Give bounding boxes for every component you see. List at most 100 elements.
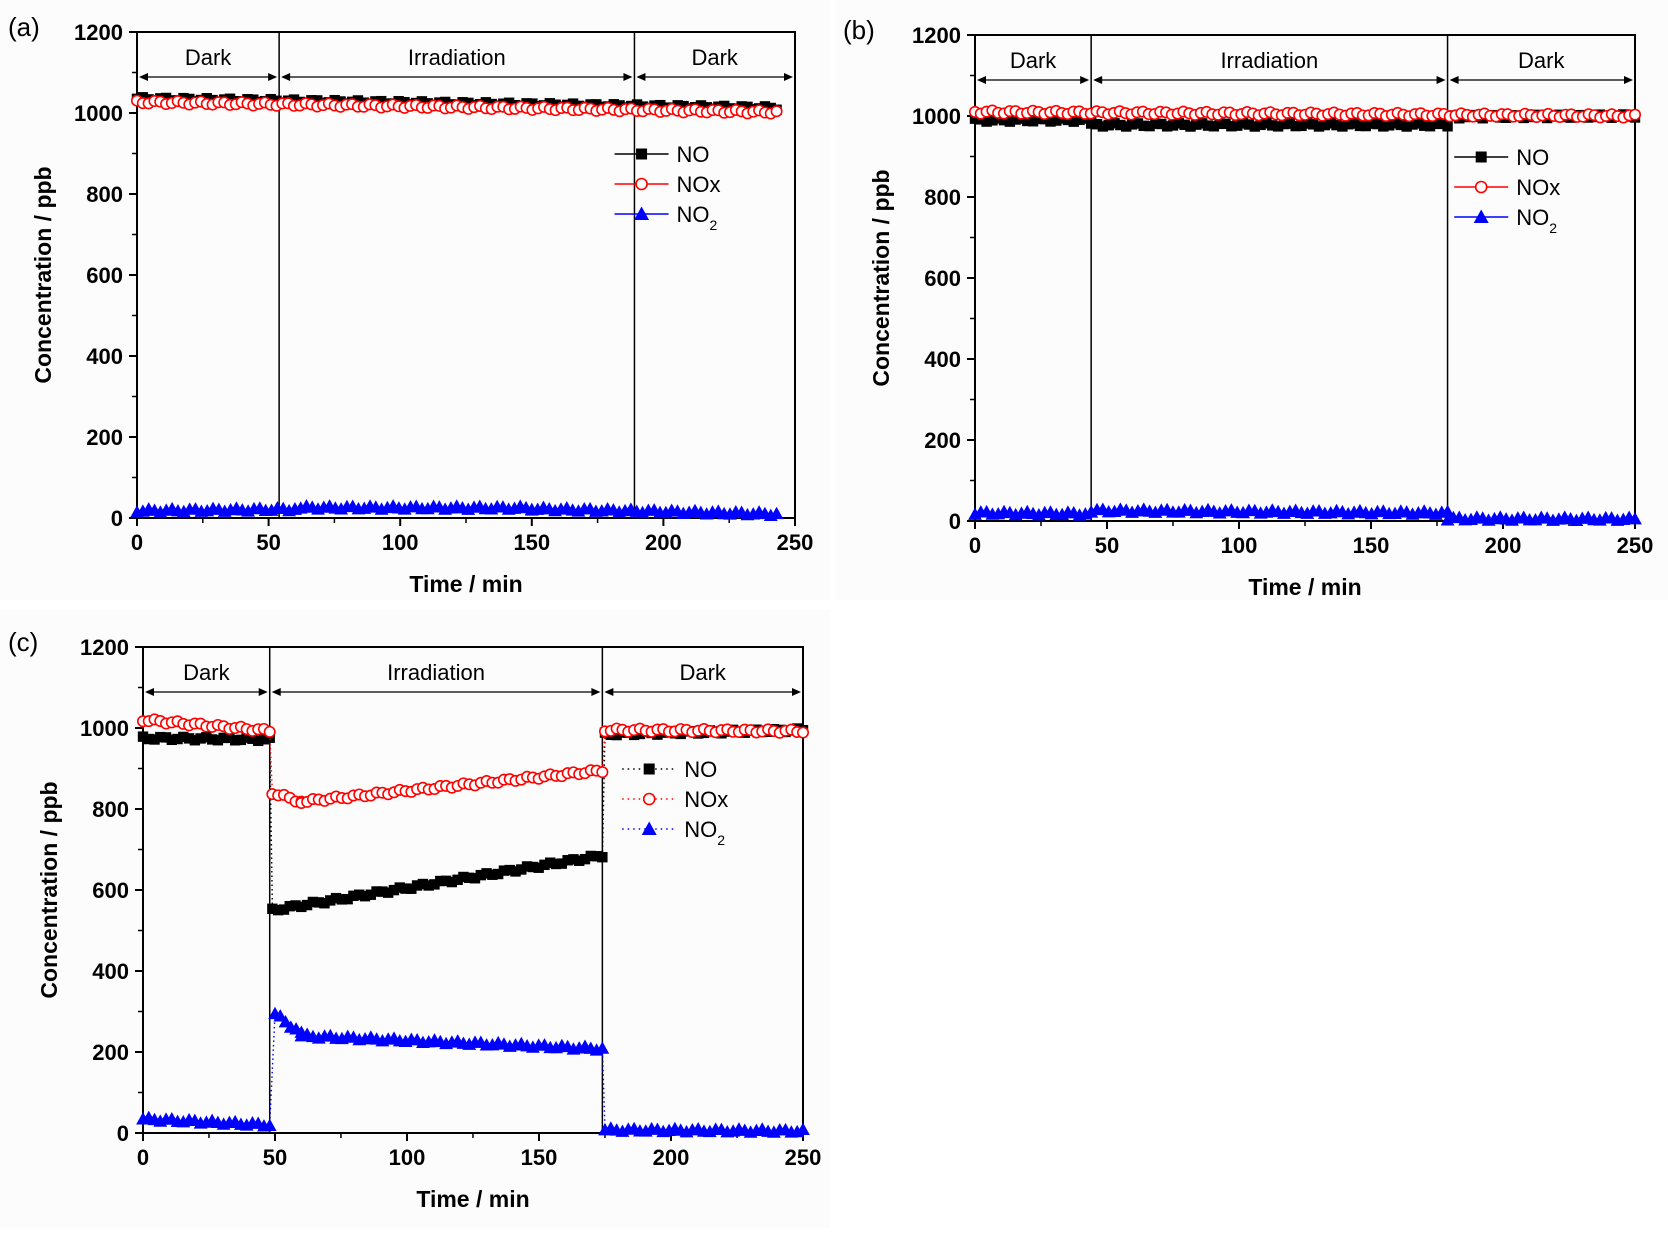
- y-tick-label: 0: [949, 509, 961, 534]
- data-point-no: [1354, 120, 1366, 132]
- y-tick-label: 1200: [74, 20, 123, 45]
- data-point-no: [284, 900, 295, 912]
- legend-item-no: NO: [622, 757, 717, 782]
- data-point-no: [1319, 119, 1331, 131]
- legend-item-nox: NOx: [614, 172, 721, 197]
- y-tick-label: 800: [924, 185, 961, 210]
- data-point-no: [1022, 115, 1033, 127]
- data-point-no: [348, 890, 359, 902]
- data-point-no: [325, 895, 336, 906]
- data-point-nox: [1629, 108, 1642, 121]
- data-point-no: [1033, 113, 1045, 125]
- legend-label: NOx: [1516, 175, 1560, 200]
- data-point-no: [1337, 121, 1348, 132]
- data-point-no: [290, 900, 301, 911]
- legend-label-subscript: 2: [710, 217, 718, 233]
- data-point-no: [388, 884, 400, 896]
- y-tick-label: 1000: [74, 101, 123, 126]
- data-point-no: [160, 732, 172, 743]
- data-point-no: [288, 94, 300, 105]
- data-point-no: [452, 874, 463, 885]
- data-point-no: [137, 731, 149, 742]
- panel-b: (b) 0 200 400 600 800 1000 1200 0 50 100 150 200 250 T…: [843, 15, 1653, 600]
- data-point-no: [1424, 121, 1436, 132]
- data-point-no: [195, 733, 206, 744]
- data-point-no: [1302, 118, 1313, 129]
- data-point-no: [1045, 116, 1056, 127]
- data-point-no: [1378, 121, 1389, 132]
- y-tick-label: 200: [86, 425, 123, 450]
- x-axis-title: Time / min: [409, 571, 522, 597]
- data-point-no: [1313, 121, 1325, 132]
- x-tick-label: 0: [131, 530, 143, 555]
- data-point-no: [224, 93, 236, 104]
- data-point-no: [1418, 120, 1430, 131]
- y-tick-label: 1200: [912, 23, 961, 48]
- data-point-no: [527, 98, 538, 109]
- period-label: Irradiation: [408, 45, 506, 70]
- period-arrowhead-left: [977, 76, 986, 84]
- data-point-no: [313, 897, 324, 908]
- data-point-no: [160, 92, 172, 104]
- data-point-no: [574, 855, 585, 866]
- data-point-no: [382, 887, 394, 898]
- data-point-no: [1243, 119, 1255, 130]
- period-arrowhead-right: [784, 73, 793, 81]
- data-point-no: [1284, 118, 1296, 129]
- data-point-no: [411, 880, 423, 891]
- legend-marker: [1473, 209, 1489, 223]
- data-point-no: [253, 735, 264, 747]
- y-tick-label: 0: [111, 506, 123, 531]
- data-point-no: [475, 869, 486, 881]
- y-tick-label: 1000: [912, 104, 961, 129]
- data-point-no: [440, 875, 452, 887]
- data-point-no: [742, 101, 753, 113]
- data-point-no: [1068, 116, 1079, 127]
- data-point-no: [1074, 114, 1085, 125]
- data-point-no: [611, 729, 622, 741]
- data-point-no: [987, 115, 998, 126]
- data-point-no: [446, 876, 458, 888]
- data-point-no: [1103, 120, 1114, 131]
- data-point-no: [377, 886, 388, 897]
- data-point-no: [981, 116, 992, 127]
- data-point-no: [371, 886, 382, 897]
- data-point-no: [229, 735, 241, 746]
- data-point-no: [567, 98, 579, 109]
- data-point-no: [183, 733, 195, 744]
- x-tick-label: 0: [969, 533, 981, 558]
- period-arrowhead-right: [1080, 76, 1090, 84]
- data-point-no: [172, 733, 183, 745]
- x-tick-label: 250: [1617, 533, 1654, 558]
- x-tick-label: 150: [521, 1145, 558, 1170]
- data-point-no: [1004, 116, 1016, 127]
- period-arrowhead-left: [281, 73, 291, 81]
- period-label: Dark: [185, 45, 232, 70]
- data-point-no: [481, 868, 492, 879]
- data-point-no: [695, 100, 707, 111]
- legend-label: NOx: [677, 172, 721, 197]
- data-point-no: [423, 880, 434, 891]
- data-point-nox: [263, 725, 276, 738]
- data-point-no: [591, 99, 602, 110]
- data-point-no: [365, 889, 376, 900]
- data-point-no: [278, 904, 290, 915]
- data-point-no: [1430, 118, 1442, 129]
- x-tick-label: 100: [389, 1145, 426, 1170]
- legend-marker: [642, 792, 656, 806]
- data-point-no: [1296, 120, 1307, 132]
- y-axis-title: Concentration / ppb: [30, 166, 56, 383]
- data-point-no: [469, 873, 481, 884]
- data-point-no: [1010, 114, 1021, 125]
- data-point-no: [655, 99, 666, 111]
- x-tick-label: 200: [653, 1145, 690, 1170]
- data-point-no: [1214, 118, 1225, 130]
- legend-item-nox: NOx: [622, 787, 728, 812]
- data-point-no: [354, 889, 365, 900]
- data-point-no: [1091, 119, 1103, 130]
- data-point-no: [1307, 119, 1319, 130]
- y-tick-label: 400: [86, 344, 123, 369]
- data-point-no: [631, 99, 643, 110]
